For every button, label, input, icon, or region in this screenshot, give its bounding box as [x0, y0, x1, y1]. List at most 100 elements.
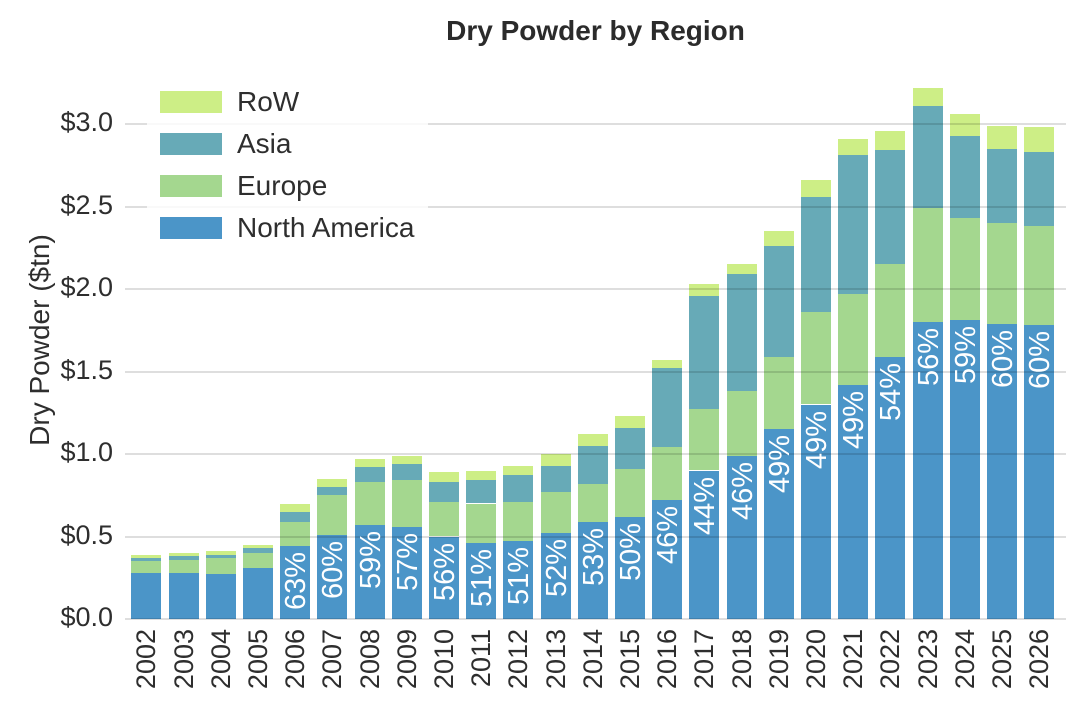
bar-segment-north-america	[838, 384, 869, 619]
bar-segment-row	[540, 454, 571, 466]
bar-segment-asia	[912, 105, 943, 209]
bar-percent-label: 54%	[875, 362, 908, 421]
bar-segment-europe	[205, 557, 236, 575]
bar-segment-row	[652, 359, 683, 369]
bar-segment-north-america	[577, 521, 608, 619]
bar-segment-asia	[428, 482, 459, 502]
bar-segment-north-america	[391, 526, 422, 619]
bar-percent-label: 56%	[912, 328, 945, 387]
bar-segment-asia	[131, 557, 162, 562]
bar-segment-north-america	[875, 356, 906, 619]
x-tick-label: 2009	[391, 629, 422, 690]
bar-segment-europe	[763, 356, 794, 430]
bar-segment-asia	[875, 150, 906, 265]
bar-segment-north-america	[317, 534, 348, 619]
x-tick-label: 2023	[912, 629, 943, 690]
y-tick-label: $0.0	[60, 602, 113, 632]
bar-segment-row	[949, 114, 980, 136]
bar-segment-europe	[503, 501, 534, 542]
legend: RoW Asia Europe North America	[147, 83, 429, 245]
bar-segment-row	[131, 554, 162, 558]
x-tick-label: 2025	[986, 629, 1017, 690]
legend-item-europe: Europe	[160, 170, 414, 201]
x-tick-label: 2024	[949, 629, 980, 690]
bar-segment-europe	[317, 495, 348, 535]
bar-segment-asia	[577, 445, 608, 484]
x-tick-label: 2010	[428, 629, 459, 690]
gridline	[125, 535, 1066, 538]
bar-segment-row	[726, 264, 757, 275]
bar-percent-label: 60%	[986, 329, 1019, 388]
bar-segment-europe	[131, 561, 162, 573]
x-tick-label: 2004	[205, 629, 236, 690]
bar-segment-north-america	[726, 455, 757, 619]
x-tick-label: 2007	[317, 629, 348, 690]
bar-segment-asia	[838, 155, 869, 294]
y-axis-label: Dry Powder ($tn)	[24, 234, 55, 446]
bar-percent-label: 49%	[838, 390, 871, 449]
bar-segment-row	[838, 138, 869, 156]
x-tick-label: 2020	[800, 629, 831, 690]
x-tick-label: 2013	[540, 629, 571, 690]
bar-percent-label: 56%	[428, 542, 461, 601]
bar-segment-europe	[540, 491, 571, 534]
y-tick-label: $0.5	[60, 519, 113, 550]
bar-segment-row	[800, 180, 831, 197]
bar-segment-row	[503, 465, 534, 476]
bar-segment-asia	[1024, 152, 1055, 227]
bar-segment-europe	[912, 208, 943, 322]
x-tick-label: 2022	[875, 629, 906, 690]
bar-segment-row	[317, 478, 348, 487]
x-tick-label: 2005	[242, 629, 273, 690]
bar-percent-label: 49%	[800, 410, 833, 469]
bar-segment-asia	[763, 246, 794, 357]
bar-percent-label: 59%	[949, 326, 982, 385]
bar-percent-label: 50%	[614, 522, 647, 581]
y-tick-label: $2.5	[60, 189, 113, 220]
x-tick-label: 2012	[503, 629, 534, 690]
bar-segment-north-america	[986, 323, 1017, 619]
bar-segment-row	[428, 472, 459, 483]
gridline	[125, 618, 1066, 620]
bar-segment-row	[986, 125, 1017, 149]
bar-segment-north-america	[800, 404, 831, 619]
bar-segment-europe	[280, 521, 311, 547]
bar-segment-north-america	[466, 543, 497, 619]
bar-segment-asia	[354, 467, 385, 483]
bar-segment-europe	[577, 483, 608, 522]
y-tick-label: $3.0	[60, 107, 113, 137]
legend-item-row: RoW	[160, 86, 414, 117]
bar-segment-asia	[652, 368, 683, 448]
bar-segment-europe	[391, 480, 422, 527]
bar-segment-north-america	[168, 572, 199, 619]
legend-item-label: North America	[237, 212, 415, 243]
bar-segment-north-america	[354, 524, 385, 619]
bar-percent-label: 60%	[1024, 331, 1057, 390]
x-tick-label: 2002	[131, 629, 162, 690]
x-tick-label: 2011	[466, 629, 497, 688]
x-tick-label: 2018	[726, 629, 757, 690]
bar-segment-asia	[614, 427, 645, 469]
legend-item-label: Europe	[237, 170, 328, 201]
bar-segment-asia	[466, 480, 497, 504]
bar-segment-north-america	[540, 533, 571, 619]
x-tick-label: 2021	[838, 629, 869, 690]
bar-segment-north-america	[763, 429, 794, 619]
bar-segment-row	[689, 284, 720, 296]
bar-segment-asia	[503, 475, 534, 502]
bar-segment-europe	[242, 553, 273, 568]
bar-segment-north-america	[949, 320, 980, 619]
bar-segment-europe	[949, 218, 980, 321]
x-tick-label: 2019	[763, 629, 794, 690]
bar-percent-label: 52%	[540, 539, 573, 598]
bar-segment-north-america	[131, 572, 162, 619]
bar-segment-north-america	[280, 546, 311, 619]
bar-segment-north-america	[205, 574, 236, 619]
bar-percent-label: 59%	[354, 530, 387, 589]
gridline	[125, 453, 1066, 455]
legend-item-label: RoW	[237, 86, 300, 117]
bar-segment-row	[577, 434, 608, 446]
x-tick-label: 2015	[614, 629, 645, 690]
gridline	[125, 370, 1066, 373]
